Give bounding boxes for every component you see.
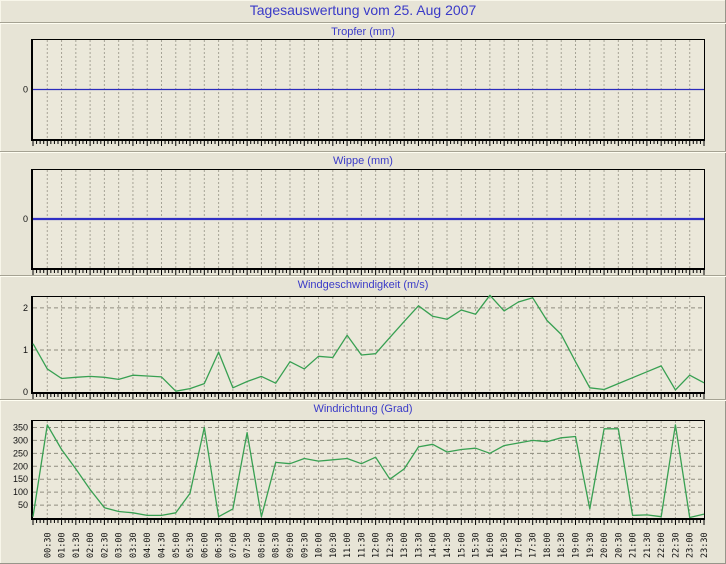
x-tick-label: 15:30: [472, 532, 482, 558]
y-tick-label: 0: [23, 85, 28, 95]
x-tick-label: 06:00: [200, 532, 210, 558]
x-tick-label: 16:30: [500, 532, 510, 558]
x-tick-label: 02:30: [100, 532, 110, 558]
y-tick-label: 350: [13, 422, 28, 432]
x-tick-label: 17:30: [529, 532, 539, 558]
x-tick-label: 01:00: [58, 532, 68, 558]
x-tick-label: 14:30: [443, 532, 453, 558]
x-tick-label: 13:30: [414, 532, 424, 558]
tropfer-chart: 0: [23, 39, 705, 146]
x-tick-label: 11:30: [357, 532, 367, 558]
x-tick-label: 07:30: [243, 532, 253, 558]
minor-tick-comb: [32, 394, 705, 399]
plot-area: [33, 421, 704, 518]
y-axis-labels: 0: [23, 85, 28, 95]
winddirection-series: [32, 424, 705, 519]
vertical-gridlines: [46, 170, 691, 268]
x-tick-label: 22:00: [657, 532, 667, 558]
plot-area: [33, 297, 704, 392]
x-tick-label: 17:00: [514, 532, 524, 558]
y-axis-labels: 50 100 150 200 250 300 350: [13, 422, 28, 510]
x-axis-labels: 00:30 01:00 01:30 02:00 02:30 03:00 03:30 04:00…: [43, 532, 710, 558]
x-tick-label: 22:30: [671, 532, 681, 558]
windspeed-chart: 0 1 2: [23, 294, 705, 399]
x-tick-label: 09:30: [300, 532, 310, 558]
x-tick-label: 21:30: [643, 532, 653, 558]
axis-frame: [31, 169, 705, 270]
x-tick-label: 07:00: [229, 532, 239, 558]
y-tick-label: 0: [23, 387, 28, 397]
y-axis-labels: 0: [23, 214, 28, 224]
vertical-gridlines: [46, 421, 691, 518]
x-tick-label: 04:00: [143, 532, 153, 558]
minor-tick-comb: [32, 520, 705, 525]
wippe-chart: 0: [23, 169, 705, 275]
minor-tick-comb: [32, 141, 705, 146]
x-tick-label: 19:30: [586, 532, 596, 558]
y-tick-label: 300: [13, 435, 28, 445]
y-tick-label: 200: [13, 461, 28, 471]
x-tick-label: 05:00: [172, 532, 182, 558]
x-tick-label: 03:00: [115, 532, 125, 558]
x-tick-label: 12:30: [386, 532, 396, 558]
x-tick-label: 04:30: [157, 532, 167, 558]
x-tick-label: 10:30: [329, 532, 339, 558]
axis-frame: [31, 420, 705, 520]
axis-frame: [31, 296, 705, 394]
x-tick-label: 20:30: [614, 532, 624, 558]
x-tick-label: 06:30: [215, 532, 225, 558]
panel-windrichtung: Windrichtung (Grad) 50 100 150 200 250 300 350…: [0, 399, 726, 564]
x-tick-label: 10:00: [315, 532, 325, 558]
x-tick-label: 01:30: [72, 532, 82, 558]
x-tick-label: 23:00: [686, 532, 696, 558]
x-tick-label: 00:30: [43, 532, 53, 558]
minor-tick-comb: [32, 270, 705, 275]
y-tick-label: 250: [13, 448, 28, 458]
x-tick-label: 11:00: [343, 532, 353, 558]
y-axis-labels: 0 1 2: [23, 303, 28, 397]
x-tick-label: 13:00: [400, 532, 410, 558]
x-tick-label: 18:00: [543, 532, 553, 558]
y-tick-label: 100: [13, 487, 28, 497]
winddirection-chart: 50 100 150 200 250 300 350 00:30 01:00 01:30 02:00…: [13, 420, 710, 558]
y-tick-label: 150: [13, 474, 28, 484]
x-tick-label: 14:00: [429, 532, 439, 558]
x-tick-label: 12:00: [372, 532, 382, 558]
panel-tropfer: Tropfer (mm) 0: [0, 22, 726, 151]
y-tick-label: 50: [18, 500, 28, 510]
windspeed-series: [32, 294, 705, 392]
y-tick-label: 1: [23, 345, 28, 355]
page-title: Tagesauswertung vom 25. Aug 2007: [249, 2, 477, 18]
y-tick-label: 0: [23, 214, 28, 224]
x-tick-label: 08:30: [272, 532, 282, 558]
x-tick-label: 08:00: [257, 532, 267, 558]
panel-wippe: Wippe (mm) 0: [0, 151, 726, 275]
x-tick-label: 02:00: [86, 532, 96, 558]
x-tick-label: 16:00: [486, 532, 496, 558]
x-tick-label: 03:30: [129, 532, 139, 558]
x-tick-label: 15:00: [457, 532, 467, 558]
x-tick-label: 23:30: [700, 532, 710, 558]
x-tick-label: 09:00: [286, 532, 296, 558]
x-tick-label: 18:30: [557, 532, 567, 558]
x-tick-label: 19:00: [572, 532, 582, 558]
y-tick-label: 2: [23, 303, 28, 313]
x-tick-label: 20:00: [600, 532, 610, 558]
x-tick-label: 21:00: [629, 532, 639, 558]
axis-frame: [31, 39, 705, 141]
x-tick-label: 05:30: [186, 532, 196, 558]
